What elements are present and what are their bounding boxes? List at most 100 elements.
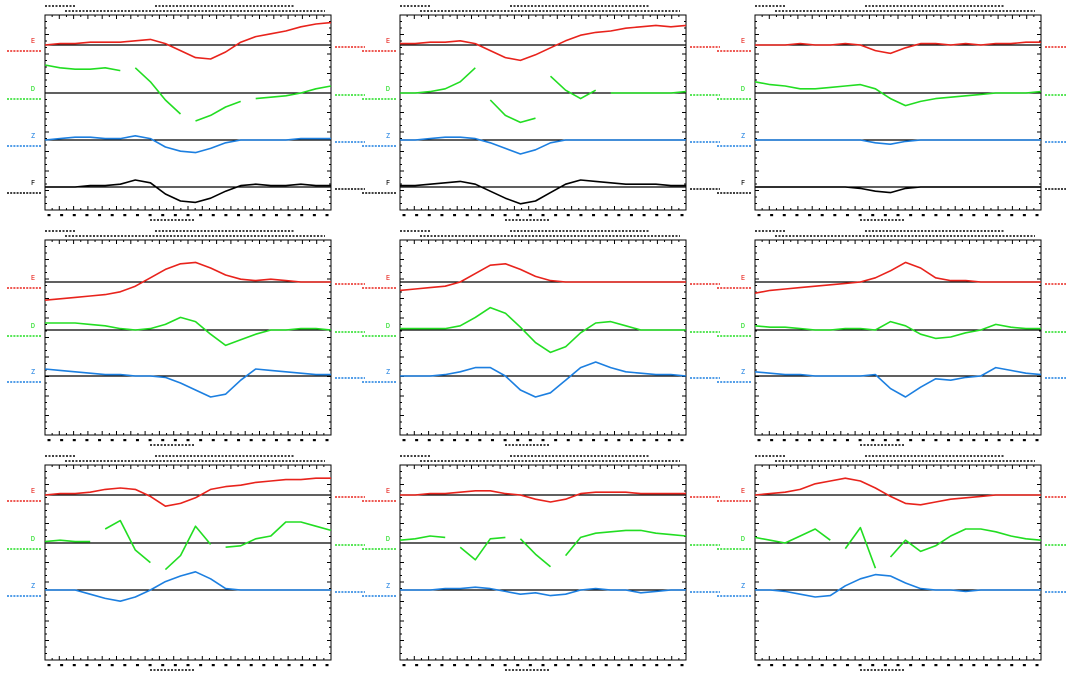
x-tick-label <box>820 214 824 217</box>
series-line-Z <box>755 573 1041 598</box>
x-tick-label <box>528 439 532 442</box>
series-line-D-seg-3 <box>889 528 1042 558</box>
x-tick-label <box>237 439 241 442</box>
series-label-E: E <box>31 487 35 495</box>
series-line-D-seg-3 <box>164 525 212 571</box>
x-tick-label <box>554 439 558 442</box>
x-tick-label <box>566 214 570 217</box>
x-tick-label <box>287 439 291 442</box>
x-tick-label <box>566 439 570 442</box>
x-tick-label <box>148 439 152 442</box>
series-label-F: F <box>386 179 390 187</box>
x-tick-label <box>883 664 887 667</box>
x-tick-label <box>833 439 837 442</box>
x-tick-label <box>604 214 608 217</box>
x-tick-label <box>921 214 925 217</box>
x-tick-labels <box>402 214 684 217</box>
x-tick-label <box>287 664 291 667</box>
series-line-E <box>44 261 331 301</box>
x-tick-label <box>427 664 431 667</box>
series-line-D-seg-1 <box>400 67 476 94</box>
x-tick-label <box>516 439 520 442</box>
x-tick-label <box>959 439 963 442</box>
x-tick-label <box>795 214 799 217</box>
panel-header <box>755 5 1035 12</box>
x-tick-label <box>224 664 228 667</box>
series-line-Z <box>400 136 686 155</box>
x-tick-label <box>262 664 266 667</box>
x-tick-label <box>161 664 165 667</box>
series-line-Z <box>45 570 331 603</box>
panel-header <box>400 230 680 237</box>
x-tick-label <box>85 664 89 667</box>
x-tick-label <box>415 214 419 217</box>
x-tick-label <box>199 664 203 667</box>
x-tick-label <box>808 439 812 442</box>
x-tick-label <box>984 214 988 217</box>
x-tick-label <box>72 664 76 667</box>
series-line-D <box>754 81 1042 107</box>
series-line-D-seg-1 <box>754 528 831 544</box>
panel-header <box>45 230 325 237</box>
panel-7: E D Z <box>7 455 365 671</box>
x-tick-label <box>934 214 938 217</box>
x-tick-label <box>1022 664 1026 667</box>
x-tick-label <box>592 439 596 442</box>
x-tick-label <box>60 214 64 217</box>
panel-header <box>400 455 680 462</box>
series-label-Z: Z <box>31 132 35 140</box>
x-tick-label <box>757 664 761 667</box>
series-line-D-seg-4 <box>225 521 332 548</box>
x-tick-labels <box>47 664 329 667</box>
series-line-Z <box>400 361 687 398</box>
series-line-D-seg-3 <box>549 75 597 100</box>
x-tick-label <box>123 439 127 442</box>
series-line-D-seg-4 <box>610 90 687 94</box>
panel-frame <box>399 239 687 436</box>
x-tick-label <box>440 664 444 667</box>
series-label-E: E <box>31 274 35 282</box>
x-tick-label <box>415 439 419 442</box>
x-tick-label <box>85 214 89 217</box>
series-line-E <box>754 477 1041 506</box>
x-tick-label <box>617 439 621 442</box>
x-tick-label <box>655 439 659 442</box>
x-tick-label <box>72 439 76 442</box>
x-tick-label <box>554 664 558 667</box>
x-tick-label <box>554 214 558 217</box>
x-tick-label <box>1035 439 1039 442</box>
x-tick-label <box>237 664 241 667</box>
x-tick-label <box>98 439 102 442</box>
x-tick-label <box>896 664 900 667</box>
x-tick-label <box>997 439 1001 442</box>
panel-header <box>755 455 1035 462</box>
x-tick-label <box>808 214 812 217</box>
x-tick-label <box>465 214 469 217</box>
series-line-Z <box>400 586 686 597</box>
x-tick-label <box>135 664 139 667</box>
x-tick-label <box>199 214 203 217</box>
x-tick-labels <box>757 439 1039 442</box>
x-tick-label <box>427 214 431 217</box>
x-tick-label <box>325 439 329 442</box>
series-label-E: E <box>386 37 390 45</box>
series-label-E: E <box>31 37 35 45</box>
panel-header <box>400 5 680 12</box>
series-label-Z: Z <box>741 132 745 140</box>
series-line-E <box>44 21 332 60</box>
x-tick-label <box>161 439 165 442</box>
series-label-D: D <box>741 535 745 543</box>
x-tick-label <box>47 664 51 667</box>
x-tick-label <box>402 214 406 217</box>
panel-8: E D Z <box>362 455 720 671</box>
x-tick-label <box>667 214 671 217</box>
series-label-Z: Z <box>741 582 745 590</box>
x-tick-label <box>274 214 278 217</box>
series-label-D: D <box>741 322 745 330</box>
x-tick-label <box>47 214 51 217</box>
x-tick-label <box>440 439 444 442</box>
x-tick-label <box>1035 214 1039 217</box>
x-tick-label <box>427 439 431 442</box>
x-tick-label <box>85 439 89 442</box>
